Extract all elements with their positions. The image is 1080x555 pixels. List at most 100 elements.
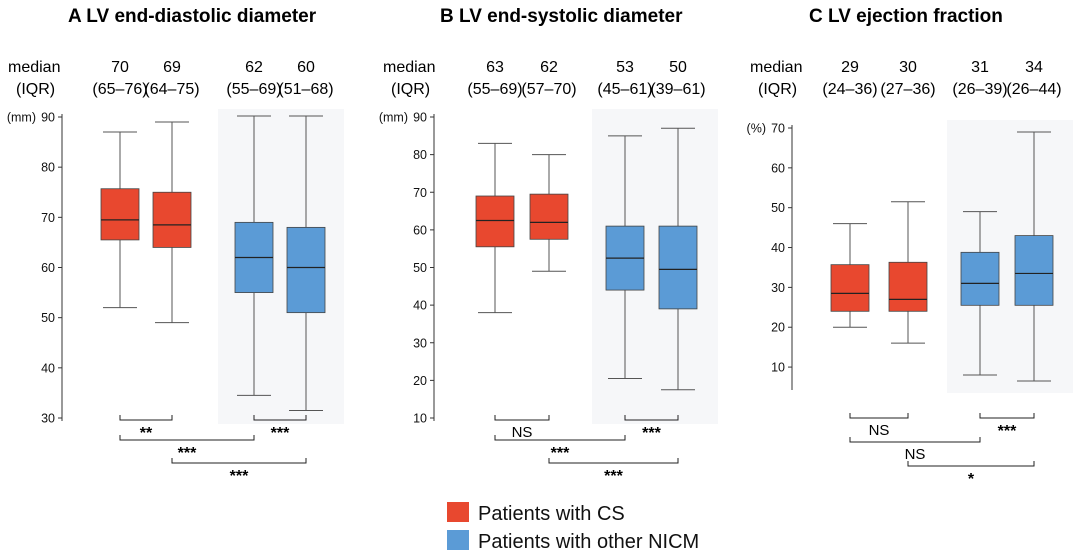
box-3: 62 (55–69) bbox=[226, 59, 282, 396]
iqr-box bbox=[529, 193, 569, 240]
box-2: 30 (27–36) bbox=[880, 59, 936, 344]
median-value-label: 63 bbox=[486, 59, 504, 76]
comparison-bracket: NS bbox=[849, 413, 909, 439]
y-unit-label: (%) bbox=[747, 122, 766, 136]
y-tick-label: 30 bbox=[771, 281, 785, 295]
panel-title: B LV end-systolic diameter bbox=[440, 6, 683, 27]
panel-letter: C bbox=[809, 6, 828, 27]
box-1: 70 (65–76) bbox=[92, 59, 148, 309]
legend: Patients with CS Patients with other NIC… bbox=[447, 502, 699, 553]
comparison-bracket: NS bbox=[849, 437, 981, 463]
comparison-bracket: NS bbox=[494, 415, 550, 441]
header-iqr-label: (IQR) bbox=[391, 81, 430, 98]
bracket-line bbox=[119, 435, 255, 441]
iqr-value-label: (51–68) bbox=[278, 81, 333, 98]
bracket-line bbox=[171, 458, 307, 464]
median-value-label: 70 bbox=[111, 59, 129, 76]
significance-label: NS bbox=[512, 424, 533, 441]
y-tick-label: 50 bbox=[41, 311, 55, 325]
comparison-bracket: * bbox=[907, 461, 1035, 488]
median-value-label: 53 bbox=[616, 59, 634, 76]
box-1: 63 (55–69) bbox=[467, 59, 523, 314]
significance-label: *** bbox=[551, 445, 570, 462]
y-tick-label: 50 bbox=[771, 201, 785, 215]
header-iqr-label: (IQR) bbox=[758, 81, 797, 98]
iqr-value-label: (26–44) bbox=[1006, 81, 1061, 98]
legend-label-cs: Patients with CS bbox=[478, 503, 625, 525]
iqr-value-label: (55–69) bbox=[226, 81, 281, 98]
significance-label: *** bbox=[604, 468, 623, 485]
bracket-line bbox=[494, 415, 550, 421]
median-value-label: 31 bbox=[971, 59, 989, 76]
iqr-value-label: (26–39) bbox=[952, 81, 1007, 98]
bracket-line bbox=[907, 461, 1035, 467]
y-tick-label: 30 bbox=[41, 412, 55, 426]
iqr-box bbox=[888, 261, 928, 312]
box-2: 62 (57–70) bbox=[521, 59, 577, 272]
y-tick-label: 10 bbox=[413, 412, 427, 426]
comparison-bracket: *** bbox=[171, 458, 307, 485]
significance-label: ** bbox=[140, 425, 153, 442]
panel-title: C LV ejection fraction bbox=[809, 6, 1003, 27]
iqr-value-label: (45–61) bbox=[597, 81, 652, 98]
bracket-line bbox=[849, 413, 909, 419]
comparison-bracket: *** bbox=[494, 435, 626, 462]
box-4: 34 (26–44) bbox=[1006, 59, 1062, 382]
iqr-value-label: (24–36) bbox=[822, 81, 877, 98]
y-tick-label: 70 bbox=[771, 122, 785, 136]
iqr-box bbox=[286, 226, 326, 314]
y-tick-label: 90 bbox=[413, 111, 427, 125]
box-3: 31 (26–39) bbox=[952, 59, 1008, 376]
median-value-label: 29 bbox=[841, 59, 859, 76]
comparison-bracket: *** bbox=[979, 413, 1035, 440]
significance-label: *** bbox=[998, 423, 1017, 440]
y-tick-label: 60 bbox=[413, 223, 427, 237]
box-3: 53 (45–61) bbox=[597, 59, 653, 379]
y-tick-label: 90 bbox=[41, 111, 55, 125]
bracket-line bbox=[253, 415, 307, 421]
iqr-value-label: (27–36) bbox=[880, 81, 935, 98]
comparison-bracket: *** bbox=[253, 415, 307, 442]
y-unit-label: (mm) bbox=[7, 111, 36, 125]
y-tick-label: 20 bbox=[413, 374, 427, 388]
box-2: 69 (64–75) bbox=[144, 59, 200, 324]
box-1: 29 (24–36) bbox=[822, 59, 878, 328]
y-tick-label: 60 bbox=[41, 261, 55, 275]
y-tick-label: 50 bbox=[413, 261, 427, 275]
median-value-label: 60 bbox=[297, 59, 315, 76]
header-iqr-label: (IQR) bbox=[16, 81, 55, 98]
significance-label: NS bbox=[905, 446, 926, 463]
panel-c: C LV ejection fraction median (IQR) 10 20 30 4… bbox=[747, 6, 1073, 488]
iqr-box bbox=[475, 195, 515, 248]
panel-letter: B bbox=[440, 6, 459, 27]
panel-a: A LV end-diastolic diameter median (IQR) 30… bbox=[7, 6, 344, 485]
bracket-line bbox=[624, 415, 679, 421]
comparison-bracket: *** bbox=[119, 435, 255, 462]
significance-label: *** bbox=[230, 468, 249, 485]
iqr-box bbox=[960, 251, 1000, 306]
bracket-line bbox=[849, 437, 981, 443]
significance-label: * bbox=[968, 471, 975, 488]
iqr-value-label: (65–76) bbox=[92, 81, 147, 98]
median-value-label: 30 bbox=[899, 59, 917, 76]
comparison-bracket: *** bbox=[624, 415, 679, 442]
iqr-box bbox=[100, 188, 140, 241]
iqr-value-label: (57–70) bbox=[521, 81, 576, 98]
y-tick-label: 70 bbox=[41, 211, 55, 225]
bracket-line bbox=[494, 435, 626, 441]
legend-swatch-nicm bbox=[447, 530, 469, 550]
panel-title-text: LV end-systolic diameter bbox=[459, 6, 683, 27]
y-tick-label: 40 bbox=[41, 361, 55, 375]
bracket-line bbox=[119, 415, 173, 421]
iqr-box bbox=[1014, 235, 1054, 306]
bracket-line bbox=[548, 458, 679, 464]
iqr-value-label: (39–61) bbox=[650, 81, 705, 98]
iqr-box bbox=[830, 264, 870, 312]
panel-letter: A bbox=[68, 6, 86, 27]
median-value-label: 50 bbox=[669, 59, 687, 76]
panel-title-text: LV ejection fraction bbox=[828, 6, 1003, 27]
iqr-value-label: (64–75) bbox=[144, 81, 199, 98]
header-median-label: median bbox=[750, 59, 802, 76]
box-4: 60 (51–68) bbox=[278, 59, 334, 411]
